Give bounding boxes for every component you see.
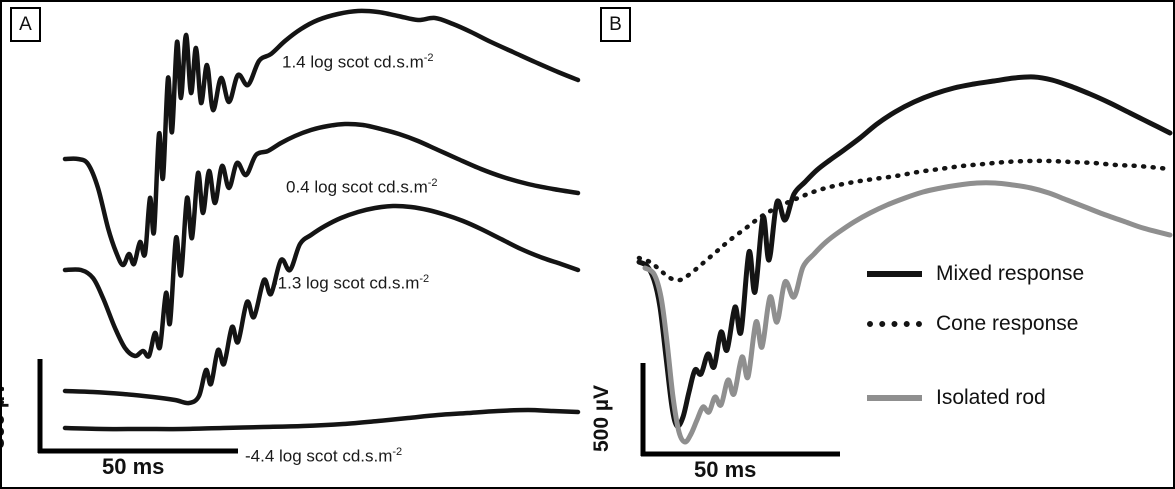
intensity-label-1p4: 1.4 log scot cd.s.m-2 xyxy=(282,52,434,73)
trace-4-4-log-scot-cd-s-m-2 xyxy=(62,407,581,432)
trace-cone-response xyxy=(636,158,1173,283)
panel-b-amplitude-scale-label: 500 µV xyxy=(590,385,613,452)
legend-item-cone-response: Cone response xyxy=(867,310,1078,338)
mixed-response-line-sample xyxy=(867,271,922,277)
legend-item-isolated-rod: Isolated rod xyxy=(867,384,1046,412)
intensity-label-m1p3-sup: -2 xyxy=(419,273,430,285)
trace-1-4-log-scot-cd-s-m-2 xyxy=(62,8,581,268)
trace-1-3-log-scot-cd-s-m-2 xyxy=(62,203,581,406)
trace-0-4-log-scot-cd-s-m-2 xyxy=(62,121,581,359)
intensity-label-m4p4-sup: -2 xyxy=(392,446,403,458)
cone-response-line-sample xyxy=(867,321,922,327)
legend-label-mixed-response: Mixed response xyxy=(936,262,1085,285)
intensity-label-1p4-text: 1.4 log scot cd.s.m xyxy=(282,52,424,72)
panel-b-label: B xyxy=(600,7,631,42)
isolated-rod-line-sample xyxy=(867,395,922,401)
trace-isolated-rod xyxy=(642,180,1173,445)
trace-mixed-response xyxy=(636,74,1173,429)
intensity-label-0p4-sup: -2 xyxy=(427,177,438,189)
intensity-label-m1p3: -1.3 log scot cd.s.m-2 xyxy=(272,273,429,294)
intensity-label-m4p4: -4.4 log scot cd.s.m-2 xyxy=(245,446,402,467)
legend-label-isolated-rod: Isolated rod xyxy=(936,386,1046,409)
panel-b-time-scale-label: 50 ms xyxy=(694,457,757,482)
intensity-label-1p4-sup: -2 xyxy=(423,52,434,64)
panel-a-time-scale-label: 50 ms xyxy=(102,454,165,479)
intensity-label-m4p4-text: -4.4 log scot cd.s.m xyxy=(245,446,393,466)
legend-label-cone-response: Cone response xyxy=(936,312,1079,335)
panel-a-amplitude-scale-label: 500 µV xyxy=(0,382,9,449)
panel-a-label: A xyxy=(10,7,41,42)
intensity-label-0p4-text: 0.4 log scot cd.s.m xyxy=(286,177,428,197)
intensity-label-m1p3-text: -1.3 log scot cd.s.m xyxy=(272,273,420,293)
intensity-label-0p4: 0.4 log scot cd.s.m-2 xyxy=(286,177,438,198)
legend-item-mixed-response: Mixed response xyxy=(867,260,1084,288)
